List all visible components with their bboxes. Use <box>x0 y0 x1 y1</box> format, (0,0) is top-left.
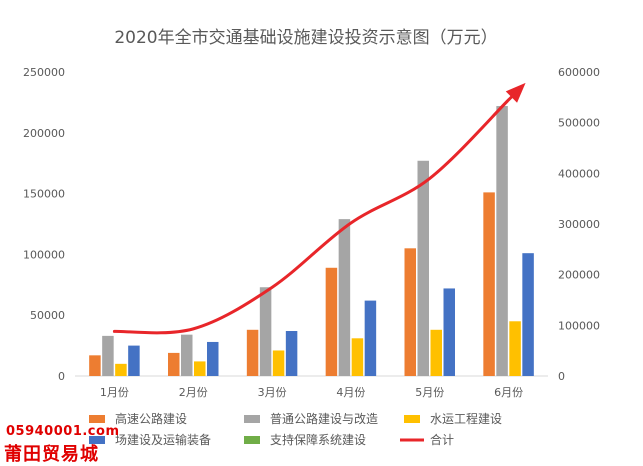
category-label: 5月份 <box>415 386 444 399</box>
legend-label: 合计 <box>430 432 454 447</box>
bar <box>443 288 455 376</box>
bar <box>285 331 298 376</box>
legend-label: 场建设及运输装备 <box>115 432 211 447</box>
total-line-series <box>112 82 526 335</box>
total-line-arrowhead <box>505 82 526 103</box>
left-tick-label: 250000 <box>23 66 65 79</box>
legend-swatch <box>404 415 420 423</box>
watermark-url: 05940001.com <box>6 424 120 439</box>
bar <box>207 341 219 376</box>
legend-label: 普通公路建设与改造 <box>270 411 378 426</box>
bar <box>181 334 193 376</box>
bar <box>272 350 285 376</box>
left-tick-label: 0 <box>58 370 65 383</box>
bars <box>89 106 534 376</box>
category-label: 2月份 <box>179 386 208 399</box>
right-tick-label: 600000 <box>558 66 600 79</box>
bar <box>168 352 180 376</box>
bar <box>102 335 114 376</box>
left-axis: 0 50000 100000 150000 200000 250000 <box>23 66 65 383</box>
bar <box>351 338 364 376</box>
legend-swatch <box>244 436 260 444</box>
right-tick-label: 500000 <box>558 117 600 130</box>
bar <box>417 160 429 376</box>
bar <box>246 329 259 376</box>
bar <box>509 321 521 376</box>
legend-label: 高速公路建设 <box>115 411 187 426</box>
right-tick-label: 0 <box>558 370 565 383</box>
legend-label: 水运工程建设 <box>430 411 502 426</box>
left-tick-label: 100000 <box>23 248 65 261</box>
legend-swatch <box>89 436 105 444</box>
bar <box>89 355 101 376</box>
category-label: 3月份 <box>258 386 287 399</box>
bar <box>496 106 508 376</box>
right-axis: 0 100000 200000 300000 400000 500000 600000 <box>558 66 600 383</box>
bar <box>404 248 416 376</box>
bar <box>430 329 442 376</box>
legend-swatch <box>244 415 260 423</box>
category-label: 6月份 <box>494 386 523 399</box>
bar <box>259 287 272 376</box>
bar <box>338 219 351 376</box>
legend-swatch <box>89 415 105 423</box>
x-axis: 1月份 2月份 3月份 4月份 5月份 6月份 <box>75 375 548 399</box>
bar <box>325 267 338 376</box>
right-tick-label: 300000 <box>558 218 600 231</box>
total-line <box>112 85 523 335</box>
bar <box>522 253 534 376</box>
category-label: 1月份 <box>100 386 129 399</box>
category-label: 4月份 <box>336 386 365 399</box>
left-tick-label: 50000 <box>30 309 65 322</box>
bar <box>364 300 377 376</box>
right-tick-label: 400000 <box>558 167 600 180</box>
bar <box>128 345 140 376</box>
right-tick-label: 200000 <box>558 269 600 282</box>
bar <box>194 361 206 376</box>
chart-title: 2020年全市交通基础设施建设投资示意图（万元） <box>114 28 497 48</box>
bar <box>115 363 127 376</box>
left-tick-label: 200000 <box>23 127 65 140</box>
watermark-name: 莆田贸易城 <box>4 444 99 465</box>
legend-label: 支持保障系统建设 <box>270 432 366 447</box>
left-tick-label: 150000 <box>23 188 65 201</box>
right-tick-label: 100000 <box>558 319 600 332</box>
bar <box>483 192 495 376</box>
